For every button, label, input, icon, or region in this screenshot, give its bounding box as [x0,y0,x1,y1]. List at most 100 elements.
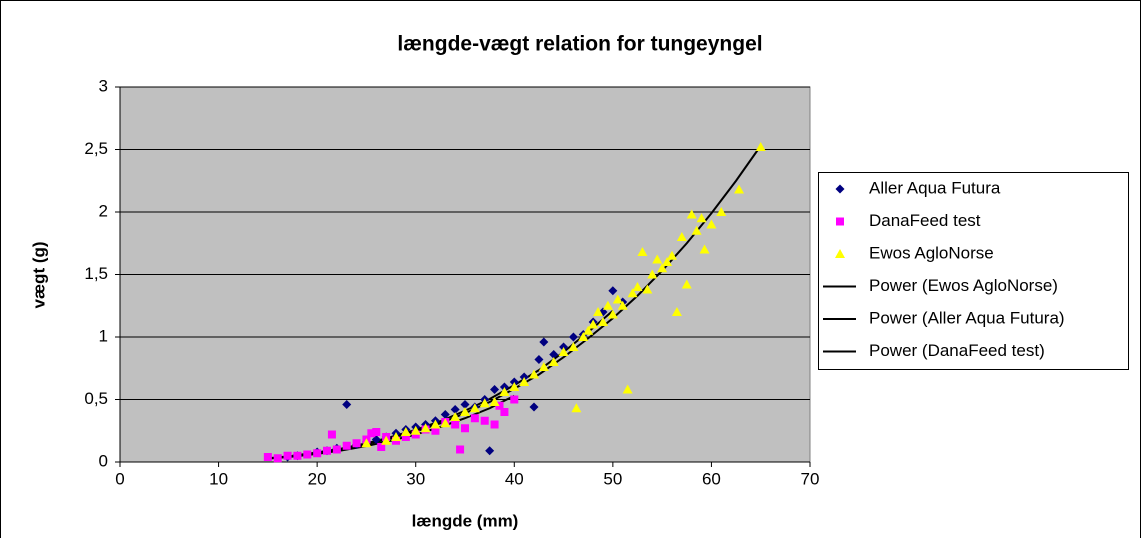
point [303,450,312,459]
legend-label: Power (DanaFeed test) [869,341,1045,360]
point [568,342,579,351]
x-tick-label: 30 [406,469,425,488]
point [706,219,717,229]
point [607,309,618,319]
point [470,414,479,423]
point [662,257,673,266]
point [612,294,623,304]
point [456,445,465,454]
point [642,284,653,294]
x-tick-label: 0 [115,469,124,488]
point [652,254,663,264]
point [327,430,336,439]
chart-title: længde-vægt relation for tungeyngel [397,33,762,56]
point [377,443,386,451]
legend-marker [835,184,845,194]
point [593,307,604,316]
point [367,429,376,438]
legend-label: Power (Ewos AgloNorse) [869,276,1058,295]
point [410,425,421,435]
point [391,432,401,441]
legend-marker [836,217,844,226]
point [734,184,745,194]
point [509,382,520,391]
legend-marker [835,249,845,258]
point [293,451,302,460]
point [510,395,519,404]
point [647,269,658,279]
point [548,357,559,366]
point [588,319,599,329]
point [401,433,410,441]
point [451,420,460,429]
point [691,225,702,235]
point [529,402,539,412]
y-tick-label: 3 [99,76,108,95]
legend-label: DanaFeed test [869,211,981,230]
point [323,446,331,455]
point [571,403,582,413]
y-tick-label: 1,5 [84,264,108,283]
point [657,263,668,273]
point [461,424,469,433]
y-tick-label: 0 [99,451,108,470]
point [500,408,509,416]
point [431,426,440,435]
point [372,428,381,436]
legend-label: Ewos AgloNorse [869,243,994,262]
point [676,232,687,241]
point [578,332,589,341]
point [485,446,495,456]
y-tick-label: 0,5 [84,389,108,408]
point [602,300,613,310]
point [440,418,451,428]
x-tick-label: 60 [702,469,721,488]
point [460,407,470,416]
y-tick-label: 1 [99,326,108,345]
point [608,286,618,296]
point [361,438,372,448]
point [489,397,500,406]
y-tick-label: 2,5 [84,139,108,158]
point [342,441,351,450]
x-tick-label: 50 [603,469,622,488]
point [495,401,504,410]
point [529,369,539,379]
point [534,355,544,364]
point [637,247,648,256]
point [490,420,499,429]
point [263,453,272,461]
point [273,454,282,463]
x-tick-label: 70 [801,469,820,488]
point [332,445,341,454]
point [549,350,559,359]
point [583,325,594,335]
point [696,213,707,223]
x-axis-label: længde (mm) [412,511,519,530]
point [420,423,431,433]
point [519,377,530,386]
x-tick-label: 10 [209,469,228,488]
point [400,427,411,436]
point [480,416,489,425]
point [450,412,461,421]
point [450,405,460,414]
point [568,332,578,342]
point [430,419,441,429]
point [716,207,727,216]
point [627,288,638,298]
point [622,384,633,394]
point [460,400,470,409]
x-tick-label: 40 [505,469,524,488]
point [499,387,510,396]
point [671,307,682,316]
point [440,410,450,419]
point [558,347,569,356]
y-axis-label: vægt (g) [29,241,48,308]
legend-label: Aller Aqua Futura [869,178,1001,197]
point [479,398,490,408]
legend-box [818,172,1129,370]
point [699,244,710,254]
point [490,385,500,394]
